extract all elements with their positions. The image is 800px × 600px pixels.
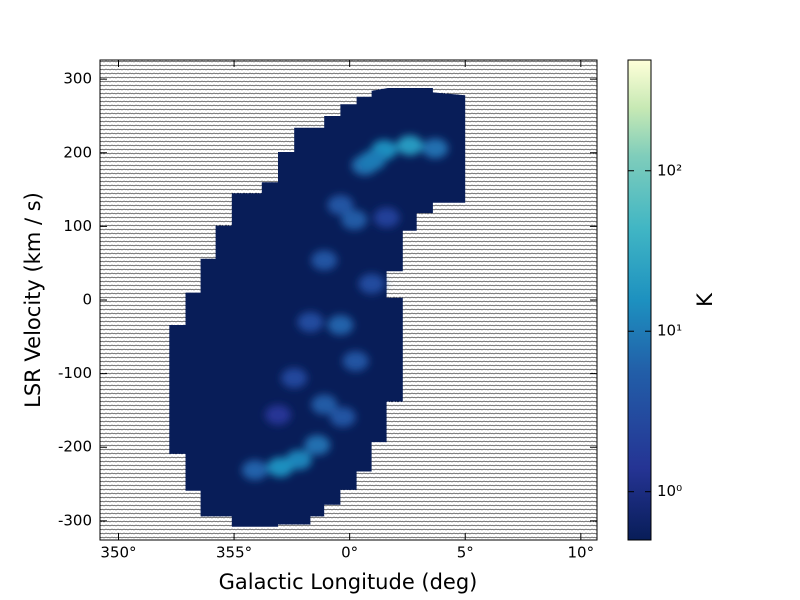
emission-blob <box>329 407 356 428</box>
y-tick-label: -100 <box>58 364 92 382</box>
x-tick-label: 355° <box>216 544 252 562</box>
colorbar-frame <box>627 59 652 541</box>
emission-blob <box>396 135 423 156</box>
emission-blob <box>281 368 308 389</box>
emission-blobs <box>241 135 449 481</box>
y-axis-label: LSR Velocity (km / s) <box>21 192 45 408</box>
emission-blob <box>341 209 368 230</box>
x-tick-label: 0° <box>341 544 358 562</box>
emission-blob <box>267 457 294 478</box>
plot-area <box>169 88 466 527</box>
coverage-region <box>169 88 466 527</box>
emission-blob <box>373 207 400 228</box>
emission-blob <box>311 394 338 415</box>
y-tick-label: -200 <box>58 438 92 456</box>
emission-blob <box>304 435 331 456</box>
emission-blob <box>358 273 385 294</box>
y-tick-label: 0 <box>82 291 92 309</box>
x-axis-label: Galactic Longitude (deg) <box>219 570 478 594</box>
y-tick-label: 100 <box>63 217 92 235</box>
colorbar-tick-label: 10¹ <box>657 322 682 340</box>
colorbar-label: K <box>693 292 717 307</box>
emission-blob <box>342 351 369 372</box>
colorbar-tick-label: 10⁰ <box>657 482 682 500</box>
x-tick-label: 350° <box>100 544 136 562</box>
emission-blob <box>241 460 268 481</box>
emission-blob <box>327 195 354 216</box>
emission-blob <box>264 404 291 425</box>
x-tick-label: 10° <box>568 544 595 562</box>
colorbar <box>628 60 651 540</box>
y-tick-label: 200 <box>63 143 92 161</box>
emission-blob <box>422 138 449 159</box>
colorbar-tick-label: 10² <box>657 161 682 179</box>
emission-blob <box>297 312 324 333</box>
x-tick-label: 5° <box>457 544 474 562</box>
y-tick-label: -300 <box>58 511 92 529</box>
emission-blob <box>327 315 354 336</box>
y-tick-label: 300 <box>63 70 92 88</box>
emission-blob <box>311 250 338 271</box>
emission-blob <box>359 150 386 171</box>
